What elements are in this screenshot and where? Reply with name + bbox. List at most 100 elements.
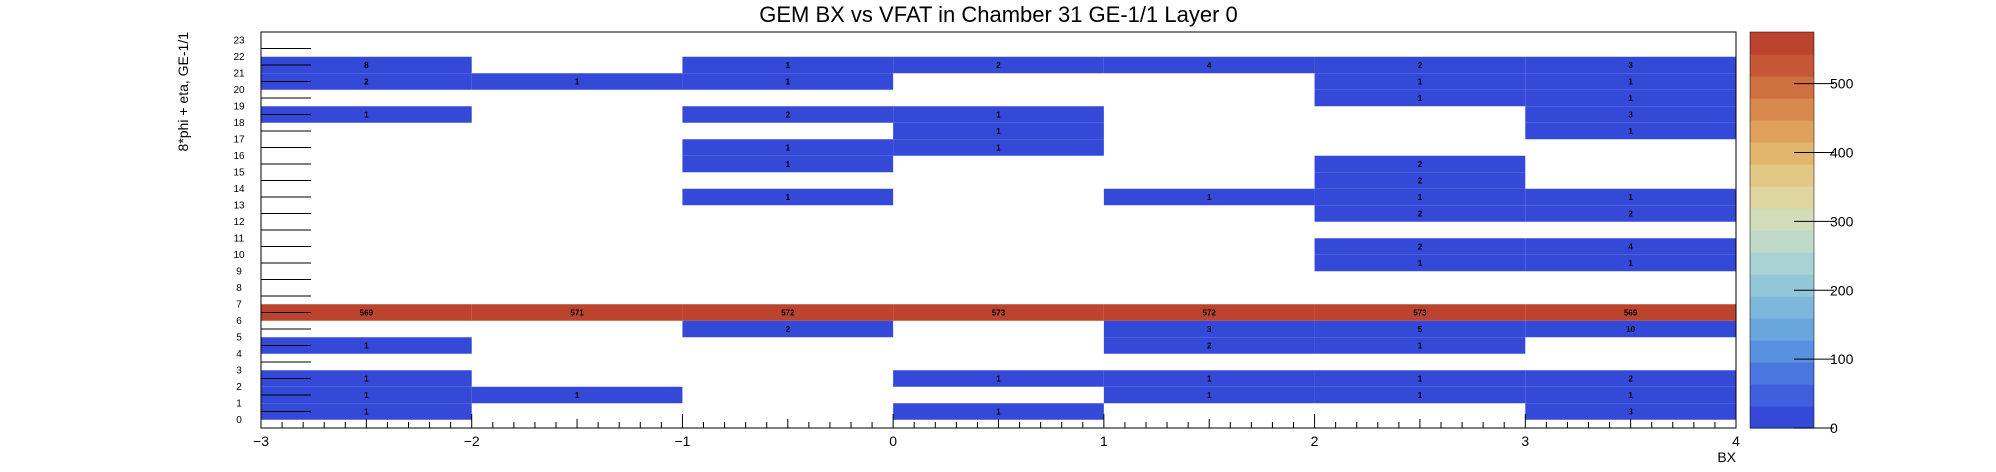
heatmap-cell [261, 337, 472, 354]
cell-value-label: 1 [996, 127, 1001, 136]
heatmap-cell [261, 106, 472, 123]
cell-value-label: 2 [1628, 375, 1633, 384]
colorbar-segment [1750, 142, 1814, 165]
cell-value-label: 8 [364, 61, 369, 70]
colorbar-tick-label: 100 [1830, 351, 1854, 367]
heatmap-cell [1314, 172, 1526, 189]
y-tick-label: 18 [233, 118, 245, 129]
heatmap-cell [1103, 337, 1315, 354]
y-tick-label: 7 [236, 299, 242, 310]
colorbar-segment [1750, 230, 1814, 253]
cell-value-label: 1 [364, 391, 369, 400]
cell-value-label: 1 [1628, 259, 1633, 268]
cell-value-label: 10 [1626, 325, 1635, 334]
y-tick-label: 2 [236, 382, 242, 393]
heatmap-cell [1314, 386, 1526, 404]
heatmap-cell [682, 139, 894, 156]
cell-value-label: 1 [996, 375, 1001, 384]
heatmap-cell [1314, 56, 1526, 74]
heatmap-cell [682, 73, 894, 90]
cell-value-label: 2 [1418, 177, 1423, 186]
heatmap-cell [893, 370, 1104, 387]
colorbar-segment [1750, 208, 1814, 231]
colorbar-segment [1750, 362, 1814, 385]
plot-frame [260, 31, 1737, 429]
colorbar-tick-label: 500 [1830, 76, 1854, 92]
cell-value-label: 572 [1203, 309, 1217, 318]
colorbar-segment [1750, 186, 1814, 209]
heatmap-cell [682, 155, 894, 173]
heatmap-cell [1525, 205, 1736, 222]
heatmap-cell [893, 403, 1104, 420]
colorbar-segment [1750, 340, 1814, 363]
cell-value-label: 1 [786, 193, 791, 202]
heatmap-cell [1525, 254, 1736, 272]
heatmap-cell [682, 56, 894, 74]
y-tick-label: 4 [236, 349, 242, 360]
heatmap-cell [1525, 106, 1736, 123]
x-tick-label: −3 [253, 433, 269, 449]
cell-value-label: 1 [786, 78, 791, 87]
cell-value-label: 2 [1628, 210, 1633, 219]
cell-value-label: 3 [1628, 111, 1633, 120]
heatmap-cell [1525, 304, 1736, 321]
heatmap-cell [1314, 205, 1526, 222]
heatmap-cell [1103, 188, 1315, 206]
colorbar-segment [1750, 76, 1814, 99]
cell-value-label: 1 [786, 61, 791, 70]
heatmap-cell [893, 56, 1104, 74]
colorbar-segment [1750, 384, 1814, 407]
y-tick-label: 1 [236, 398, 242, 409]
cell-value-label: 571 [570, 309, 584, 318]
heatmap-cell [682, 304, 894, 321]
y-tick-label: 15 [233, 167, 245, 178]
colorbar-segment [1750, 32, 1814, 55]
y-tick-label: 14 [233, 184, 245, 195]
cell-value-label: 1 [1628, 94, 1633, 103]
cell-value-label: 2 [364, 78, 369, 87]
heatmap-cell [1314, 73, 1526, 90]
heatmap-cell [1314, 337, 1526, 354]
heatmap-cell [1525, 188, 1736, 206]
cell-value-label: 1 [364, 408, 369, 417]
y-tick-label: 0 [236, 415, 242, 426]
heatmap-cell [1525, 370, 1736, 387]
x-tick-label: 4 [1732, 433, 1740, 449]
heatmap-cell [471, 304, 683, 321]
y-tick-label: 11 [234, 233, 245, 244]
x-tick-label: 2 [1311, 433, 1319, 449]
cell-value-label: 3 [1628, 61, 1633, 70]
heatmap-cell [1525, 89, 1736, 107]
heatmap-cell [261, 56, 472, 74]
cell-value-label: 1 [364, 111, 369, 120]
cell-value-label: 3 [1628, 408, 1633, 417]
cell-value-label: 4 [1207, 61, 1212, 70]
cell-value-label: 1 [1628, 78, 1633, 87]
y-tick-label: 9 [236, 266, 242, 277]
heatmap-cell [893, 106, 1104, 123]
x-tick-label: 0 [889, 433, 897, 449]
x-tick-label: 1 [1100, 433, 1108, 449]
cell-value-label: 572 [781, 309, 795, 318]
heatmap-cell [1314, 370, 1526, 387]
colorbar-segment [1750, 54, 1814, 77]
cell-value-label: 1 [364, 375, 369, 384]
cell-value-label: 5 [1418, 325, 1423, 334]
colorbar-frame [1749, 31, 1815, 429]
colorbar-segment [1750, 274, 1814, 297]
colorbar-segment [1750, 98, 1814, 121]
heatmap-cell [1314, 188, 1526, 206]
y-tick-label: 21 [233, 68, 245, 79]
y-axis-label: 8*phi + eta, GE-1/1 [175, 32, 191, 152]
heatmap-cell [893, 304, 1104, 321]
cell-value-label: 1 [1207, 375, 1212, 384]
cell-value-label: 1 [1418, 78, 1423, 87]
heatmap-cell [1103, 386, 1315, 404]
cell-value-label: 1 [786, 160, 791, 169]
y-tick-label: 20 [233, 85, 245, 96]
cell-value-label: 4 [1628, 243, 1633, 252]
heatmap-cell [1314, 320, 1526, 338]
cell-value-label: 1 [1418, 342, 1423, 351]
heatmap-cell [261, 370, 472, 387]
